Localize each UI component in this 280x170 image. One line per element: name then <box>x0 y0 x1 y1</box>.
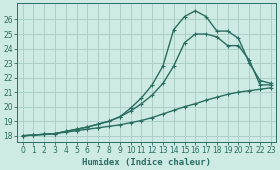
X-axis label: Humidex (Indice chaleur): Humidex (Indice chaleur) <box>82 158 211 167</box>
